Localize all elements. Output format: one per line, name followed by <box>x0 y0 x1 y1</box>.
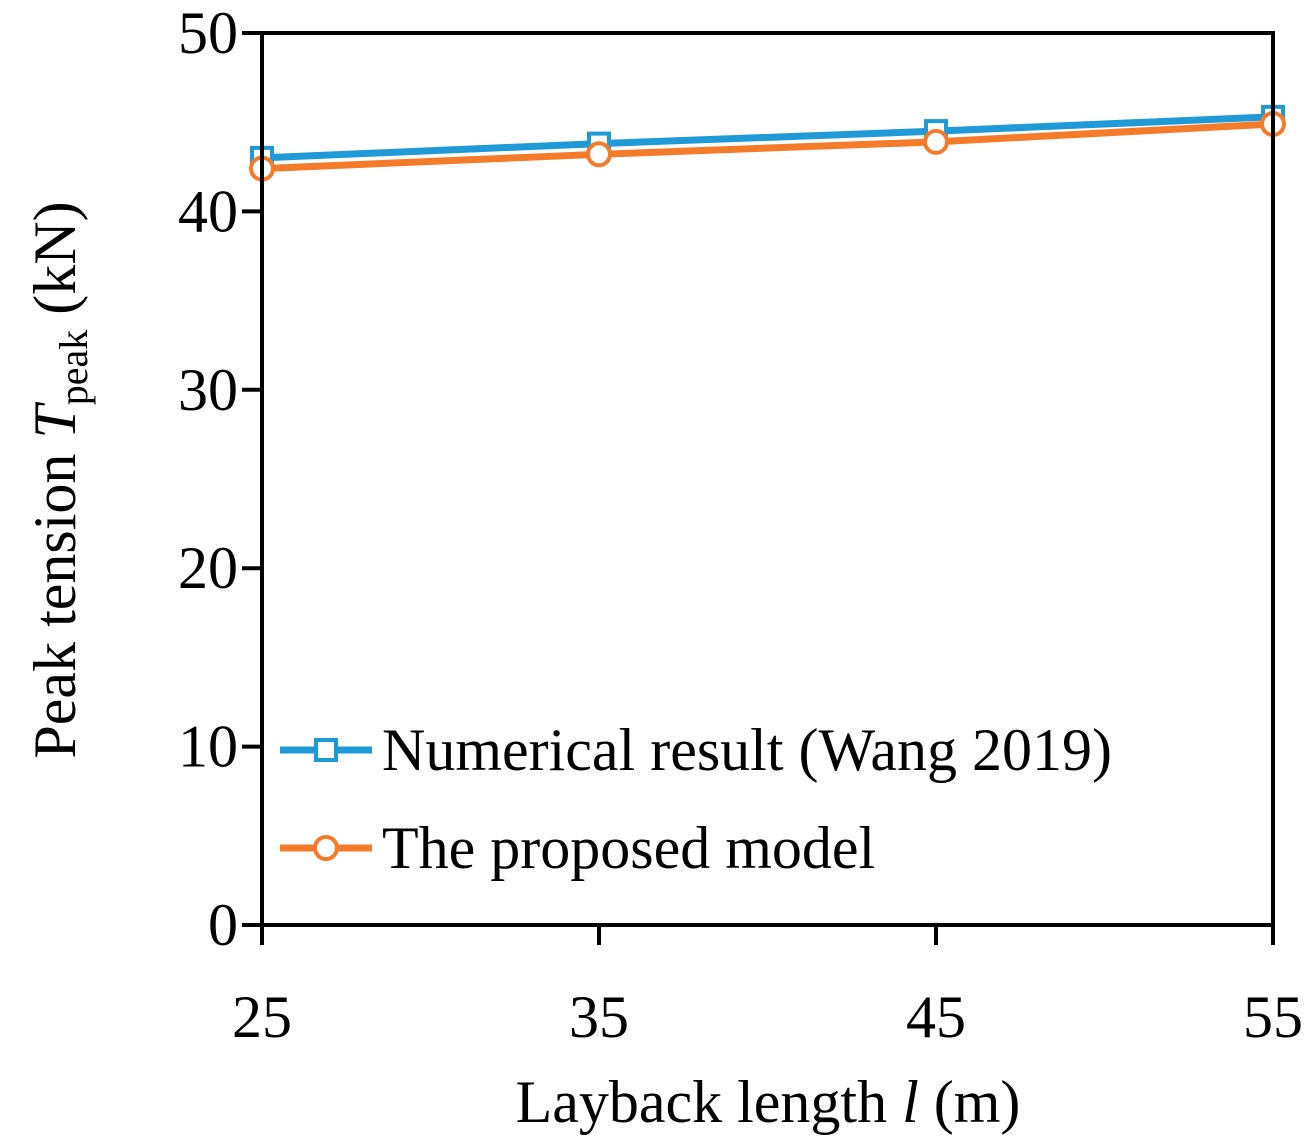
y-tick-label: 10 <box>178 714 238 780</box>
data-point-circle <box>586 141 612 168</box>
series-layer <box>249 104 1286 182</box>
y-axis-label-prefix: Peak tension <box>22 439 88 759</box>
y-tick-label: 0 <box>208 892 238 958</box>
x-axis-label: Layback length l (m) <box>516 1069 1021 1135</box>
x-axis-label-prefix: Layback length <box>516 1069 903 1135</box>
x-tick-label: 45 <box>906 984 966 1050</box>
x-tick-label: 25 <box>232 984 292 1050</box>
y-axis-label-variable: T <box>22 402 88 439</box>
y-axis-label: Peak tension Tpeak (kN) <box>22 201 96 758</box>
y-tick-label: 30 <box>178 357 238 423</box>
data-point-circle <box>923 128 949 155</box>
series-line-1 <box>261 113 1274 162</box>
legend-swatch-marker <box>314 738 338 762</box>
legend-swatch-marker <box>313 835 339 861</box>
plot-frame <box>260 31 1275 927</box>
y-tick-label: 50 <box>178 0 238 66</box>
y-axis-label-suffix: (kN) <box>22 201 88 329</box>
x-tick-label: 55 <box>1243 984 1303 1050</box>
legend-label: The proposed model <box>382 815 875 881</box>
legend: Numerical result (Wang 2019) The proposed… <box>280 717 1112 881</box>
y-axis-label-subscript: peak <box>51 330 96 406</box>
x-axis: 25 35 45 55 <box>232 925 1303 1050</box>
x-axis-label-variable: l <box>902 1069 919 1135</box>
legend-label: Numerical result (Wang 2019) <box>382 717 1112 783</box>
x-tick-label: 35 <box>569 984 629 1050</box>
y-tick-label: 20 <box>178 535 238 601</box>
y-tick-label: 40 <box>178 178 238 244</box>
x-axis-label-suffix: (m) <box>919 1069 1021 1135</box>
series-line-2 <box>261 120 1274 173</box>
y-axis: 0 10 20 30 40 50 <box>178 0 262 958</box>
